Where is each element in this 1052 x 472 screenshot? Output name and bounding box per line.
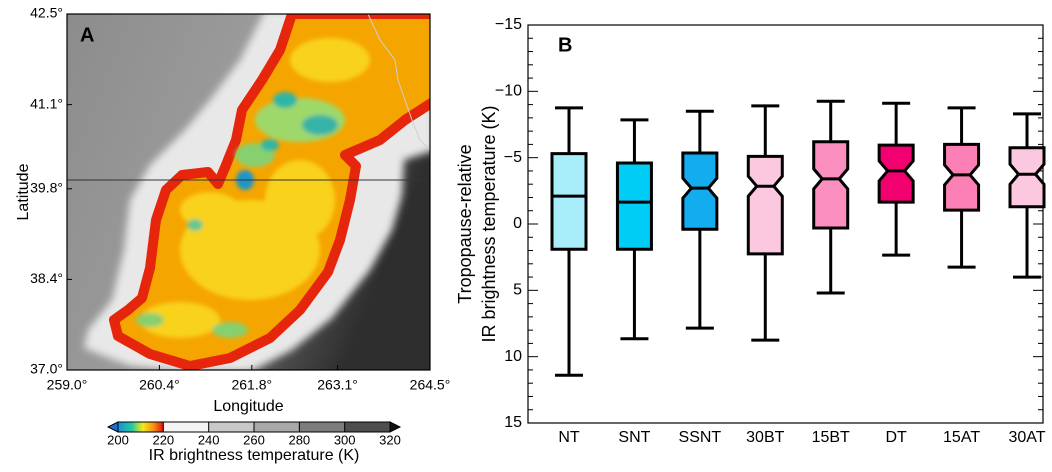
x-tick-label: 30BT (746, 429, 784, 446)
y-tick-label: 15 (504, 414, 522, 431)
panel-label: B (558, 34, 572, 56)
colorbar-tick-label: 320 (379, 432, 401, 447)
box (681, 151, 719, 231)
colorbar-tick-label: 240 (198, 432, 220, 447)
colorbar-tick-label: 300 (334, 432, 356, 447)
x-tick-label: 15BT (812, 429, 850, 446)
satellite-image (67, 14, 430, 370)
panel-a: 259.0° 260.4° 261.8° 263.1° 264.5° 37.0° 38.4°… (15, 5, 450, 465)
y-tick-label: 5 (513, 282, 522, 299)
box (943, 142, 981, 212)
panel-label: A (80, 24, 94, 46)
y-axis-label: IR brightness temperature (K) (479, 105, 499, 342)
colorbar-segment (344, 422, 390, 432)
y-tick-label: 37.0° (30, 361, 63, 377)
x-tick-label: DT (885, 429, 907, 446)
colorbar-segment (118, 422, 164, 432)
colorbar-segment (299, 422, 345, 432)
y-tick-label: −5 (504, 149, 522, 166)
x-tick-label: 263.1° (317, 377, 358, 393)
colorbar-arrow (106, 421, 119, 433)
x-tick-label: 30AT (1008, 429, 1045, 446)
colorbar-tick-label: 200 (107, 432, 129, 447)
map-frame (66, 13, 431, 371)
y-tick-label: 41.1° (30, 95, 63, 111)
x-tick-label: 264.5° (410, 377, 451, 393)
x-tick-label: SNT (618, 429, 650, 446)
y-tick-label: −15 (495, 16, 522, 33)
x-tick-label: 261.8° (231, 377, 272, 393)
box (812, 140, 850, 230)
y-axis-label: Tropopause-relative (455, 144, 475, 303)
colorbar-tick-label: 280 (288, 432, 310, 447)
x-tick-label: 15AT (943, 429, 980, 446)
colorbar-segment (254, 422, 300, 432)
box (1008, 146, 1046, 209)
box (615, 161, 653, 251)
y-tick-label: 42.5° (30, 5, 63, 21)
x-tick-label: NT (558, 429, 580, 446)
y-tick-label: 10 (504, 348, 522, 365)
x-tick-label: 259.0° (47, 377, 88, 393)
y-tick-label: 38.4° (30, 270, 63, 286)
y-tick-label: 0 (513, 215, 522, 232)
y-tick-label: −10 (495, 83, 522, 100)
colorbar-tick-label: 220 (152, 432, 174, 447)
colorbar-label: IR brightness temperature (K) (149, 447, 360, 464)
x-tick-label: 260.4° (139, 377, 180, 393)
colorbar-segment (208, 422, 254, 432)
colorbar-segment (163, 422, 209, 432)
box (877, 143, 915, 204)
box (746, 154, 784, 256)
y-axis-label: Latitude (15, 163, 32, 220)
y-tick-label: 39.8° (30, 179, 63, 195)
x-axis-label: Longitude (213, 398, 283, 415)
plot-frame (527, 24, 1044, 424)
box (550, 152, 588, 251)
panel-b: −15 −10 −5 0 5 10 15 Tropopause-relative IR brig… (455, 16, 1046, 446)
x-tick-label: SSNT (679, 429, 722, 446)
colorbar-arrow (389, 421, 402, 433)
colorbar-tick-label: 260 (243, 432, 265, 447)
